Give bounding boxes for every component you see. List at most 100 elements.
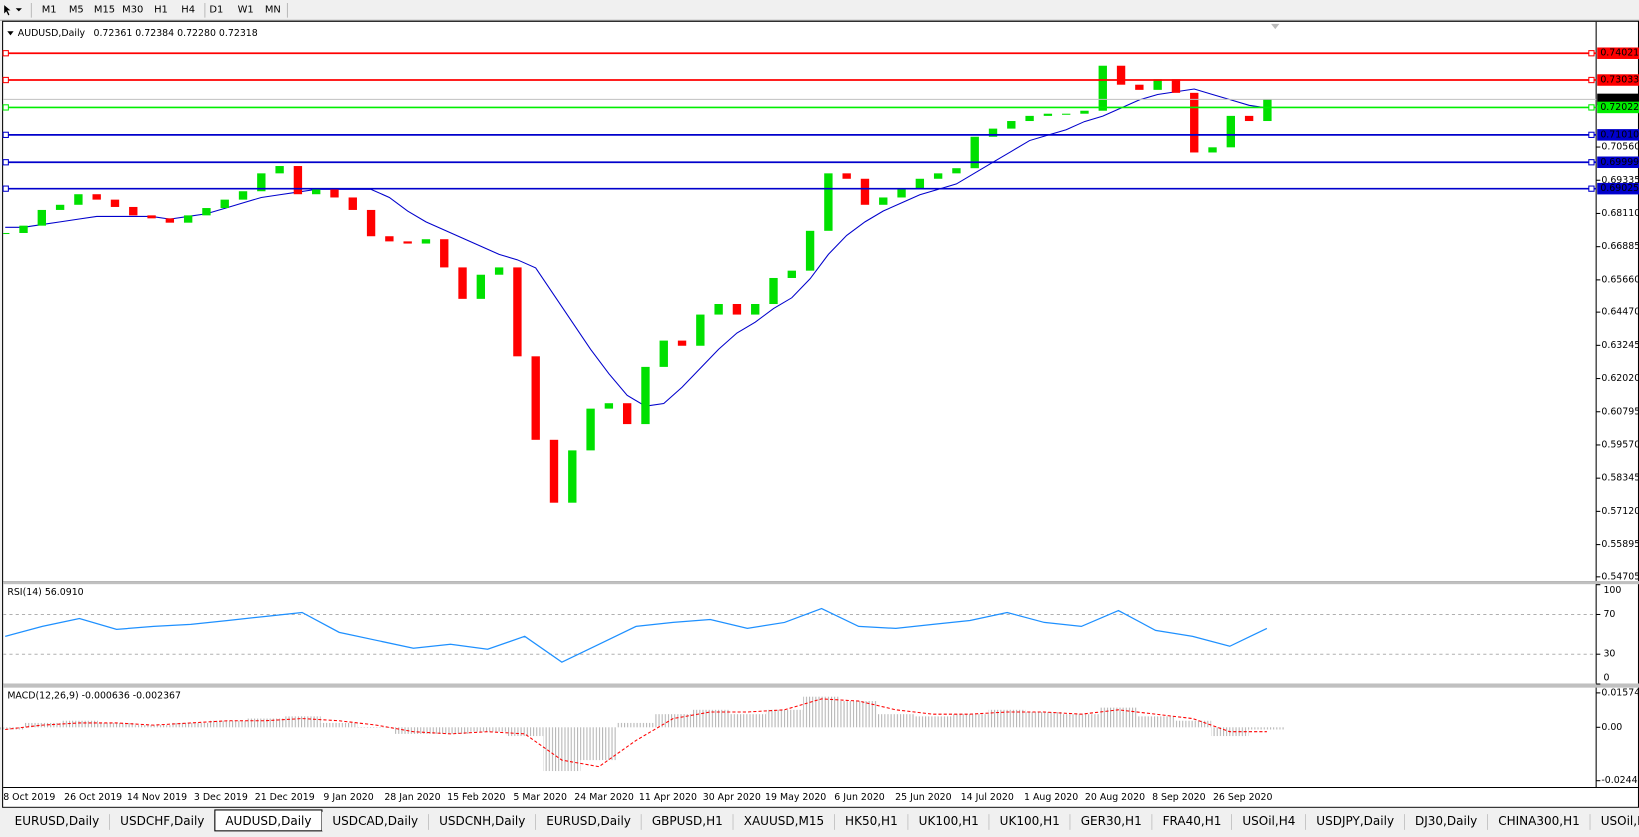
macd-bar bbox=[1099, 707, 1138, 728]
tab-label[interactable]: USDCAD,Daily bbox=[332, 814, 418, 828]
candle bbox=[1098, 65, 1107, 111]
tab[interactable]: UK100,H1 bbox=[908, 812, 990, 831]
level-label: 0.73033 bbox=[1600, 75, 1639, 86]
tab-label[interactable]: USOil,H4 bbox=[1242, 814, 1295, 828]
tab-label[interactable]: USOil,H bbox=[1601, 814, 1639, 828]
tab-label[interactable]: GBPUSD,H1 bbox=[652, 814, 723, 828]
candle bbox=[751, 304, 760, 315]
tab[interactable]: UK100,H1 bbox=[989, 812, 1071, 831]
level-box bbox=[1597, 47, 1639, 59]
level-handle bbox=[1588, 185, 1595, 192]
tab[interactable]: USDCAD,Daily bbox=[321, 812, 430, 831]
timeframe-button[interactable]: M15 bbox=[94, 4, 115, 15]
candle bbox=[183, 215, 193, 223]
x-tick-label: 28 Jan 2020 bbox=[384, 792, 440, 803]
timeframe-button[interactable]: H4 bbox=[181, 4, 195, 15]
tab[interactable]: HK50,H1 bbox=[834, 812, 909, 831]
tab[interactable]: USOil,H4 bbox=[1231, 812, 1307, 831]
x-tick-label: 5 Mar 2020 bbox=[513, 792, 567, 803]
candle bbox=[3, 232, 10, 235]
cursor-icon[interactable] bbox=[4, 5, 11, 16]
macd-bar bbox=[246, 718, 284, 728]
tab-label[interactable]: USDJPY,Daily bbox=[1316, 814, 1394, 828]
tab-label[interactable]: EURUSD,Daily bbox=[15, 814, 100, 828]
level-box bbox=[1597, 156, 1639, 169]
tab-bg bbox=[908, 812, 990, 831]
macd-bar bbox=[209, 720, 247, 728]
y-tick-label: 0.54705 bbox=[1601, 571, 1639, 582]
macd-bar bbox=[394, 727, 432, 734]
dropdown-arrow[interactable] bbox=[15, 8, 22, 12]
tab-label[interactable]: DJ30,Daily bbox=[1415, 814, 1477, 828]
timeframe-button[interactable]: H1 bbox=[154, 4, 168, 15]
level-handle bbox=[2, 50, 9, 57]
macd-bar bbox=[1174, 720, 1212, 728]
panel-separator bbox=[3, 581, 1639, 585]
tab-label[interactable]: UK100,H1 bbox=[1000, 814, 1060, 828]
y-tick-label: 30 bbox=[1603, 649, 1615, 660]
timeframe-button[interactable]: M1 bbox=[42, 4, 57, 15]
candle bbox=[860, 178, 870, 205]
tab[interactable]: EURUSD,Daily bbox=[535, 812, 642, 831]
y-tick-label: 0.69335 bbox=[1601, 175, 1639, 186]
y-tick-label: 0.65660 bbox=[1601, 274, 1639, 285]
macd-bar bbox=[580, 727, 618, 761]
candle bbox=[129, 206, 138, 216]
level-handle bbox=[1588, 50, 1595, 57]
candle bbox=[568, 450, 577, 503]
timeframe-button[interactable]: M30 bbox=[122, 4, 143, 15]
macd-bar bbox=[357, 727, 395, 728]
x-tick-label: 14 Jul 2020 bbox=[961, 792, 1014, 803]
tab-label[interactable]: HK50,H1 bbox=[845, 814, 898, 828]
level-handle bbox=[2, 185, 9, 192]
tab[interactable]: CHINA300,H1 bbox=[1487, 812, 1591, 831]
tab-label[interactable]: GER30,H1 bbox=[1081, 814, 1142, 828]
tab-label[interactable]: USDCHF,Daily bbox=[120, 814, 204, 828]
candle bbox=[458, 267, 467, 299]
candle bbox=[403, 241, 412, 244]
tab-label[interactable]: FRA40,H1 bbox=[1163, 814, 1222, 828]
tab[interactable]: USDJPY,Daily bbox=[1305, 812, 1406, 831]
timeframe-button[interactable]: D1 bbox=[209, 4, 223, 15]
tab-label[interactable]: XAUUSD,M15 bbox=[744, 814, 824, 828]
timeframe-button[interactable]: MN bbox=[265, 4, 281, 15]
tab-label[interactable]: AUDUSD,Daily bbox=[225, 814, 311, 828]
tab[interactable]: DJ30,Daily bbox=[1404, 812, 1489, 831]
candle bbox=[787, 270, 796, 278]
candle bbox=[55, 204, 65, 210]
macd-bar bbox=[506, 727, 544, 737]
candle bbox=[37, 209, 46, 226]
candle bbox=[842, 173, 851, 179]
tab-label[interactable]: USDCNH,Daily bbox=[439, 814, 525, 828]
chart-menu-arrow[interactable] bbox=[7, 31, 14, 36]
candle bbox=[257, 173, 266, 192]
timeframe-button[interactable]: W1 bbox=[238, 4, 254, 15]
tab-label[interactable]: EURUSD,Daily bbox=[546, 814, 631, 828]
chart-ohlc: 0.72361 0.72384 0.72280 0.72318 bbox=[93, 28, 257, 39]
tab[interactable]: USOil,H bbox=[1590, 812, 1639, 831]
candle bbox=[549, 439, 559, 503]
candle bbox=[531, 356, 540, 440]
tab-bg bbox=[535, 812, 642, 831]
tab-label[interactable]: CHINA300,H1 bbox=[1498, 814, 1580, 828]
tab[interactable]: XAUUSD,M15 bbox=[733, 812, 836, 831]
macd-bar bbox=[877, 714, 915, 728]
macd-title: MACD(12,26,9) -0.000636 -0.002367 bbox=[7, 691, 181, 702]
price-plot bbox=[3, 65, 1272, 503]
x-tick-label: 15 Feb 2020 bbox=[447, 792, 505, 803]
level-label: 0.74021 bbox=[1600, 48, 1639, 59]
tab[interactable]: GBPUSD,H1 bbox=[641, 812, 734, 831]
tab[interactable]: USDCHF,Daily bbox=[109, 812, 216, 831]
macd-bar bbox=[1248, 727, 1286, 730]
tab[interactable]: EURUSD,Daily bbox=[4, 812, 111, 831]
tab-label[interactable]: UK100,H1 bbox=[919, 814, 979, 828]
macd-bar bbox=[469, 727, 507, 732]
tab[interactable]: GER30,H1 bbox=[1070, 812, 1153, 831]
tab[interactable]: AUDUSD,Daily bbox=[214, 809, 323, 832]
candle bbox=[293, 166, 303, 195]
tab[interactable]: FRA40,H1 bbox=[1152, 812, 1233, 831]
tab[interactable]: USDCNH,Daily bbox=[428, 812, 537, 831]
candle bbox=[1007, 121, 1016, 129]
timeframe-button[interactable]: M5 bbox=[69, 4, 84, 15]
